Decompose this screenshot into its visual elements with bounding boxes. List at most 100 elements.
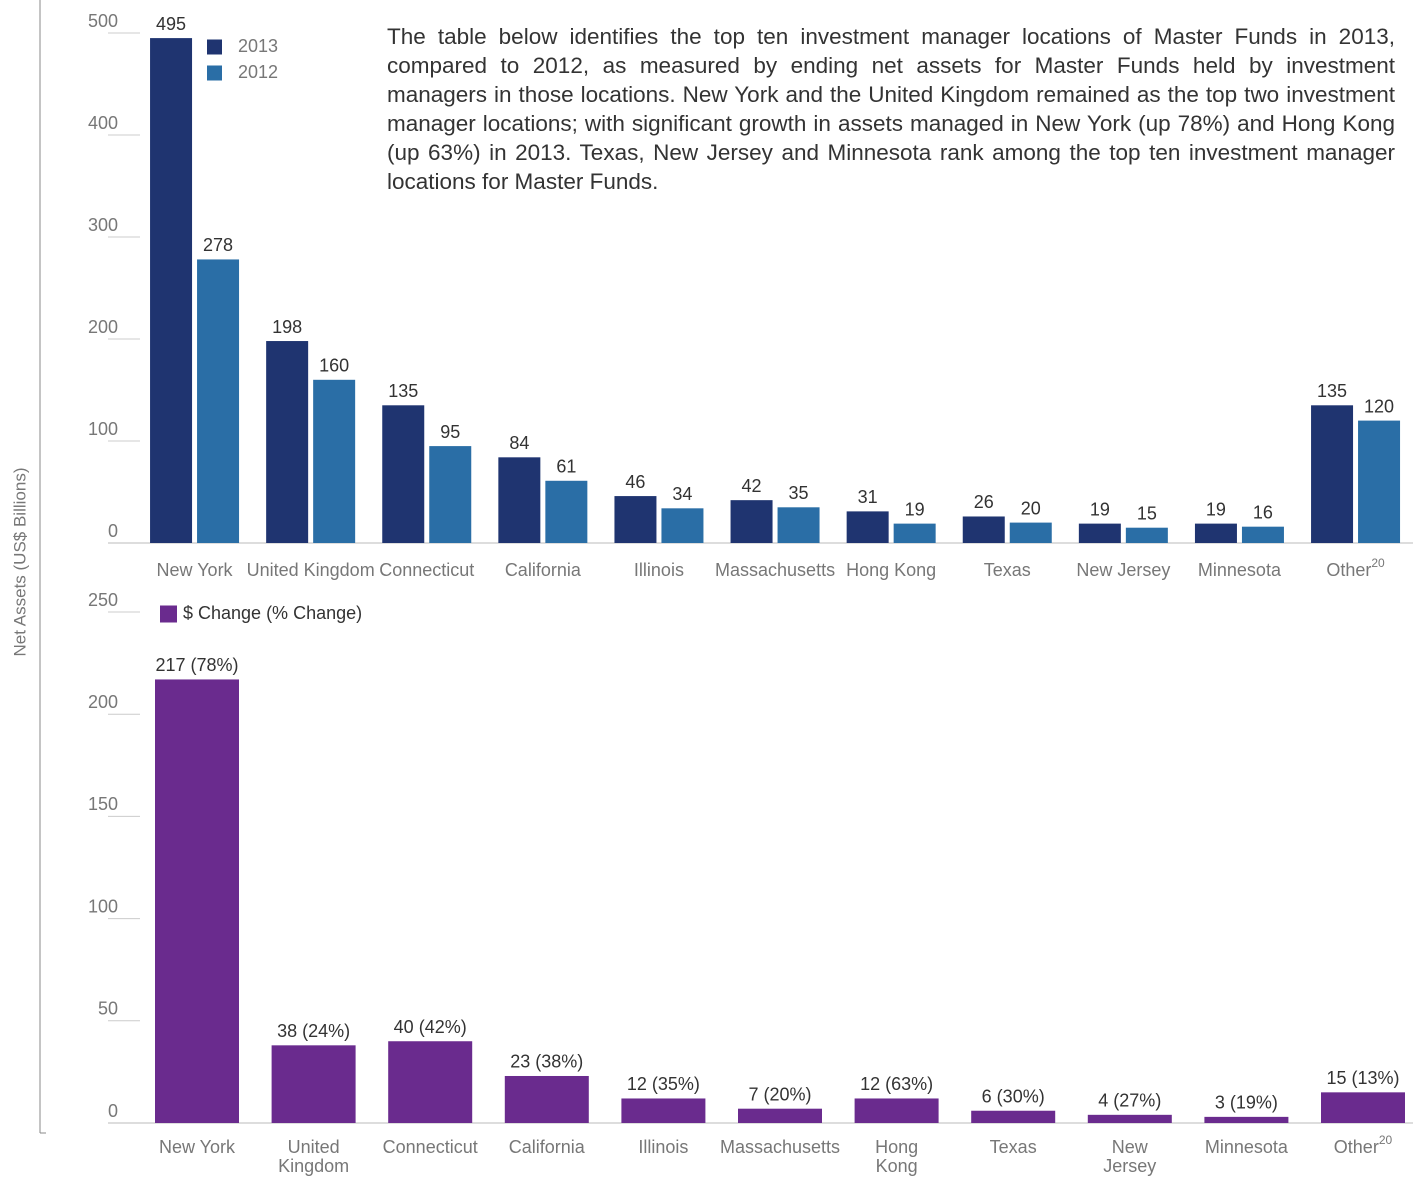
x-tick-label: Hong Kong	[875, 1137, 918, 1176]
bar	[962, 516, 1005, 543]
category-note: 20	[1371, 556, 1385, 570]
y-tick-label: 100	[88, 896, 118, 916]
bar	[1078, 523, 1121, 543]
bar	[777, 507, 820, 543]
bar	[1321, 1092, 1405, 1123]
value-label: 20	[1021, 498, 1041, 518]
y-axis-title: Net Assets (US$ Billions)	[10, 468, 29, 657]
bar	[388, 1041, 473, 1123]
legend-swatch	[160, 605, 177, 623]
bar	[1194, 523, 1237, 543]
x-tick-label-line: Jersey	[1103, 1156, 1156, 1176]
value-label: 38 (24%)	[277, 1021, 350, 1041]
legend-swatch	[207, 39, 222, 55]
bar	[382, 405, 425, 543]
x-tick-label: Minnesota	[1205, 1137, 1289, 1157]
value-label: 35	[789, 483, 809, 503]
value-label: 61	[556, 457, 576, 477]
value-label: 15 (13%)	[1326, 1068, 1399, 1088]
value-label: 495	[156, 14, 186, 34]
value-label: 46	[625, 472, 645, 492]
y-tick-label: 250	[88, 590, 118, 610]
value-label: 217 (78%)	[155, 655, 238, 675]
legend-label: 2013	[238, 36, 278, 56]
value-label: 23 (38%)	[510, 1052, 583, 1072]
value-label: 135	[1317, 381, 1347, 401]
description: The table below identifies the top ten i…	[387, 24, 1395, 194]
y-tick-label: 400	[88, 113, 118, 133]
x-tick-label: Hong Kong	[846, 560, 936, 580]
x-tick-label: Texas	[984, 560, 1031, 580]
x-tick-label: United Kingdom	[278, 1137, 349, 1176]
x-tick-label: New Jersey	[1076, 560, 1170, 580]
bar	[197, 259, 240, 543]
x-tick-label: Massachusetts	[715, 560, 835, 580]
bar	[893, 523, 936, 543]
bar	[1311, 405, 1354, 543]
bar	[545, 480, 588, 543]
x-tick-label: Connecticut	[383, 1137, 478, 1157]
value-label: 278	[203, 235, 233, 255]
x-tick-label: New York	[157, 560, 234, 580]
bar	[271, 1045, 356, 1123]
value-label: 42	[742, 476, 762, 496]
x-tick-label: New Jersey	[1103, 1137, 1156, 1176]
x-tick-label: California	[509, 1137, 586, 1157]
value-label: 40 (42%)	[394, 1017, 467, 1037]
bar	[661, 508, 704, 543]
bar	[313, 379, 356, 543]
x-tick-label: Connecticut	[379, 560, 474, 580]
bar	[738, 1108, 822, 1123]
x-tick-label: Massachusetts	[720, 1137, 840, 1157]
value-label: 19	[905, 499, 925, 519]
y-tick-label: 200	[88, 317, 118, 337]
bar	[1087, 1114, 1172, 1123]
y-tick-label: 0	[108, 1101, 118, 1121]
value-label: 19	[1090, 499, 1110, 519]
bar	[1204, 1116, 1289, 1123]
value-label: 135	[388, 381, 418, 401]
value-label: 26	[974, 492, 994, 512]
bar	[150, 38, 193, 543]
y-tick-label: 100	[88, 419, 118, 439]
x-tick-label-line: United	[288, 1137, 340, 1157]
bar	[730, 500, 773, 543]
bar	[846, 511, 889, 543]
x-tick-label-line: Hong	[875, 1137, 918, 1157]
y-tick-label: 200	[88, 692, 118, 712]
bar	[498, 457, 541, 543]
x-tick-label: Illinois	[638, 1137, 688, 1157]
value-label: 34	[672, 484, 692, 504]
bar	[614, 496, 657, 543]
value-label: 3 (19%)	[1215, 1093, 1278, 1113]
bar	[1358, 420, 1401, 543]
bar	[621, 1098, 706, 1123]
bar	[854, 1098, 939, 1123]
x-tick-label: Other20	[1334, 1133, 1393, 1157]
bar	[1125, 527, 1168, 543]
bar	[1241, 526, 1284, 543]
legend-label: $ Change (% Change)	[183, 603, 362, 623]
bar	[155, 679, 239, 1123]
x-tick-label-line: Kong	[876, 1156, 918, 1176]
x-tick-label: California	[505, 560, 582, 580]
value-label: 12 (63%)	[860, 1074, 933, 1094]
bar	[1009, 522, 1052, 543]
y-tick-label: 500	[88, 11, 118, 31]
value-label: 19	[1206, 499, 1226, 519]
value-label: 6 (30%)	[982, 1086, 1045, 1106]
x-tick-label: Texas	[990, 1137, 1037, 1157]
y-tick-label: 50	[98, 999, 118, 1019]
y-tick-label: 0	[108, 521, 118, 541]
value-label: 7 (20%)	[748, 1084, 811, 1104]
value-label: 31	[858, 487, 878, 507]
value-label: 4 (27%)	[1098, 1091, 1161, 1111]
x-tick-label: Illinois	[634, 560, 684, 580]
y-tick-label: 150	[88, 794, 118, 814]
bar	[266, 341, 309, 543]
x-tick-label-line: Kingdom	[278, 1156, 349, 1176]
value-label: 16	[1253, 502, 1273, 522]
x-tick-label: United Kingdom	[247, 560, 375, 580]
